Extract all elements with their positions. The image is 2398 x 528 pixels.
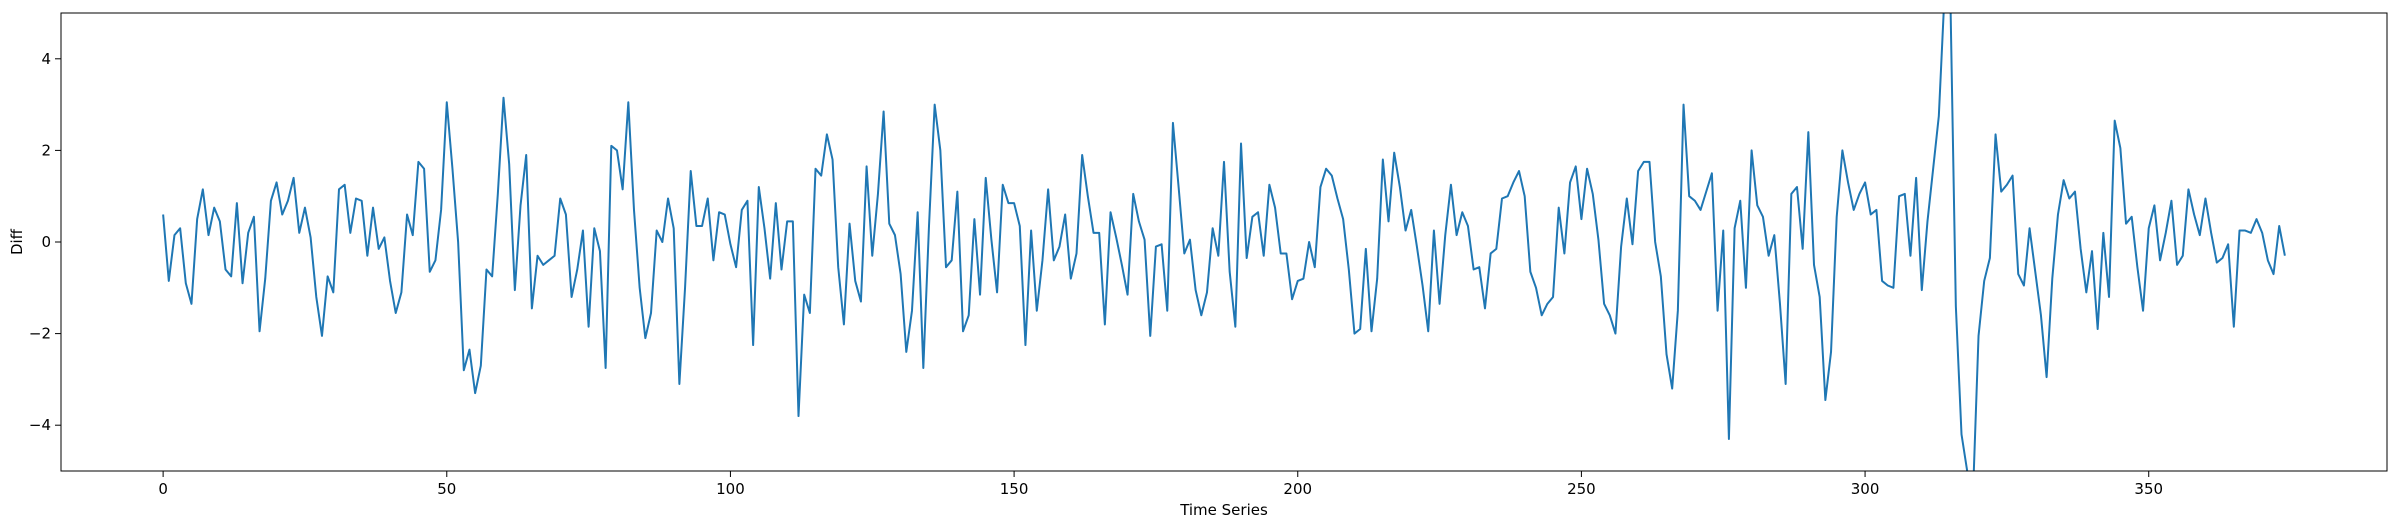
x-tick-label: 200 [1283, 480, 1312, 498]
x-tick-label: 350 [2134, 480, 2163, 498]
plot-area [61, 13, 2387, 471]
x-tick-label: 50 [437, 480, 456, 498]
y-tick-label: −2 [29, 325, 51, 343]
series-line [162, 13, 2286, 471]
y-tick-label: 0 [41, 233, 51, 251]
x-tick-label: 300 [1851, 480, 1880, 498]
x-tick-label: 250 [1567, 480, 1596, 498]
x-axis: 0 50 100 150 200 250 300 350 [158, 471, 2163, 498]
x-tick-label: 150 [1000, 480, 1029, 498]
y-axis: −4 −2 0 2 4 [29, 50, 61, 434]
series-layer [162, 13, 2286, 471]
y-tick-label: 4 [41, 50, 51, 68]
y-tick-label: −4 [29, 416, 51, 434]
x-axis-label: Time Series [1179, 501, 1268, 519]
y-axis-label: Diff [8, 228, 26, 255]
y-tick-label: 2 [41, 141, 51, 159]
x-tick-label: 100 [716, 480, 745, 498]
x-tick-label: 0 [158, 480, 168, 498]
